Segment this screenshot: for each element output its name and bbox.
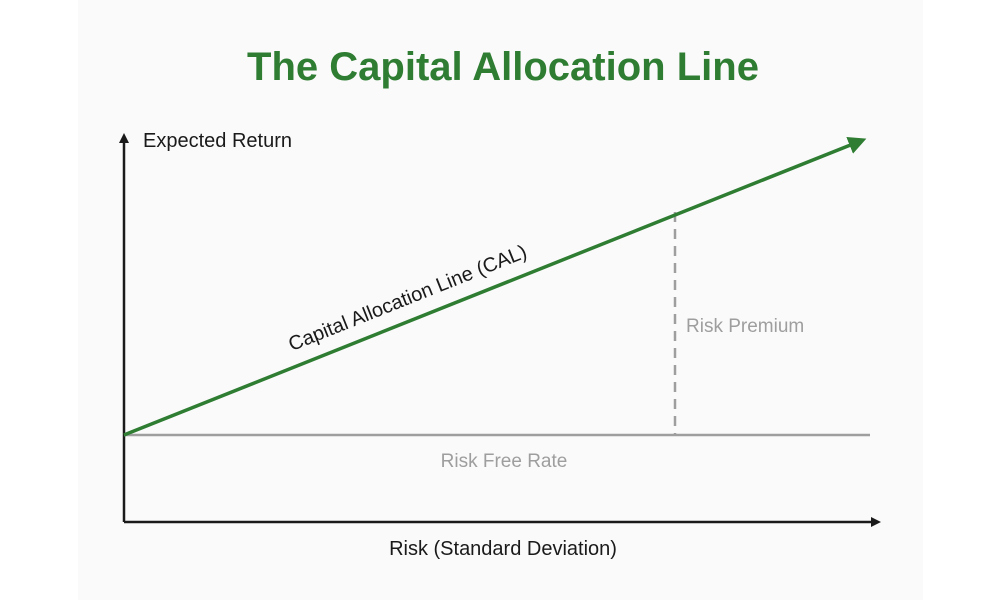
risk-premium-label: Risk Premium <box>686 316 804 337</box>
capital-allocation-line <box>123 136 867 437</box>
figure-panel <box>78 0 923 600</box>
y-axis-label: Expected Return <box>143 130 292 152</box>
risk-free-rate-label: Risk Free Rate <box>441 451 568 472</box>
capital-allocation-line-label: Capital Allocation Line (CAL) <box>285 241 530 356</box>
diagram-title: The Capital Allocation Line <box>247 45 759 89</box>
x-axis-label: Risk (Standard Deviation) <box>389 538 617 560</box>
